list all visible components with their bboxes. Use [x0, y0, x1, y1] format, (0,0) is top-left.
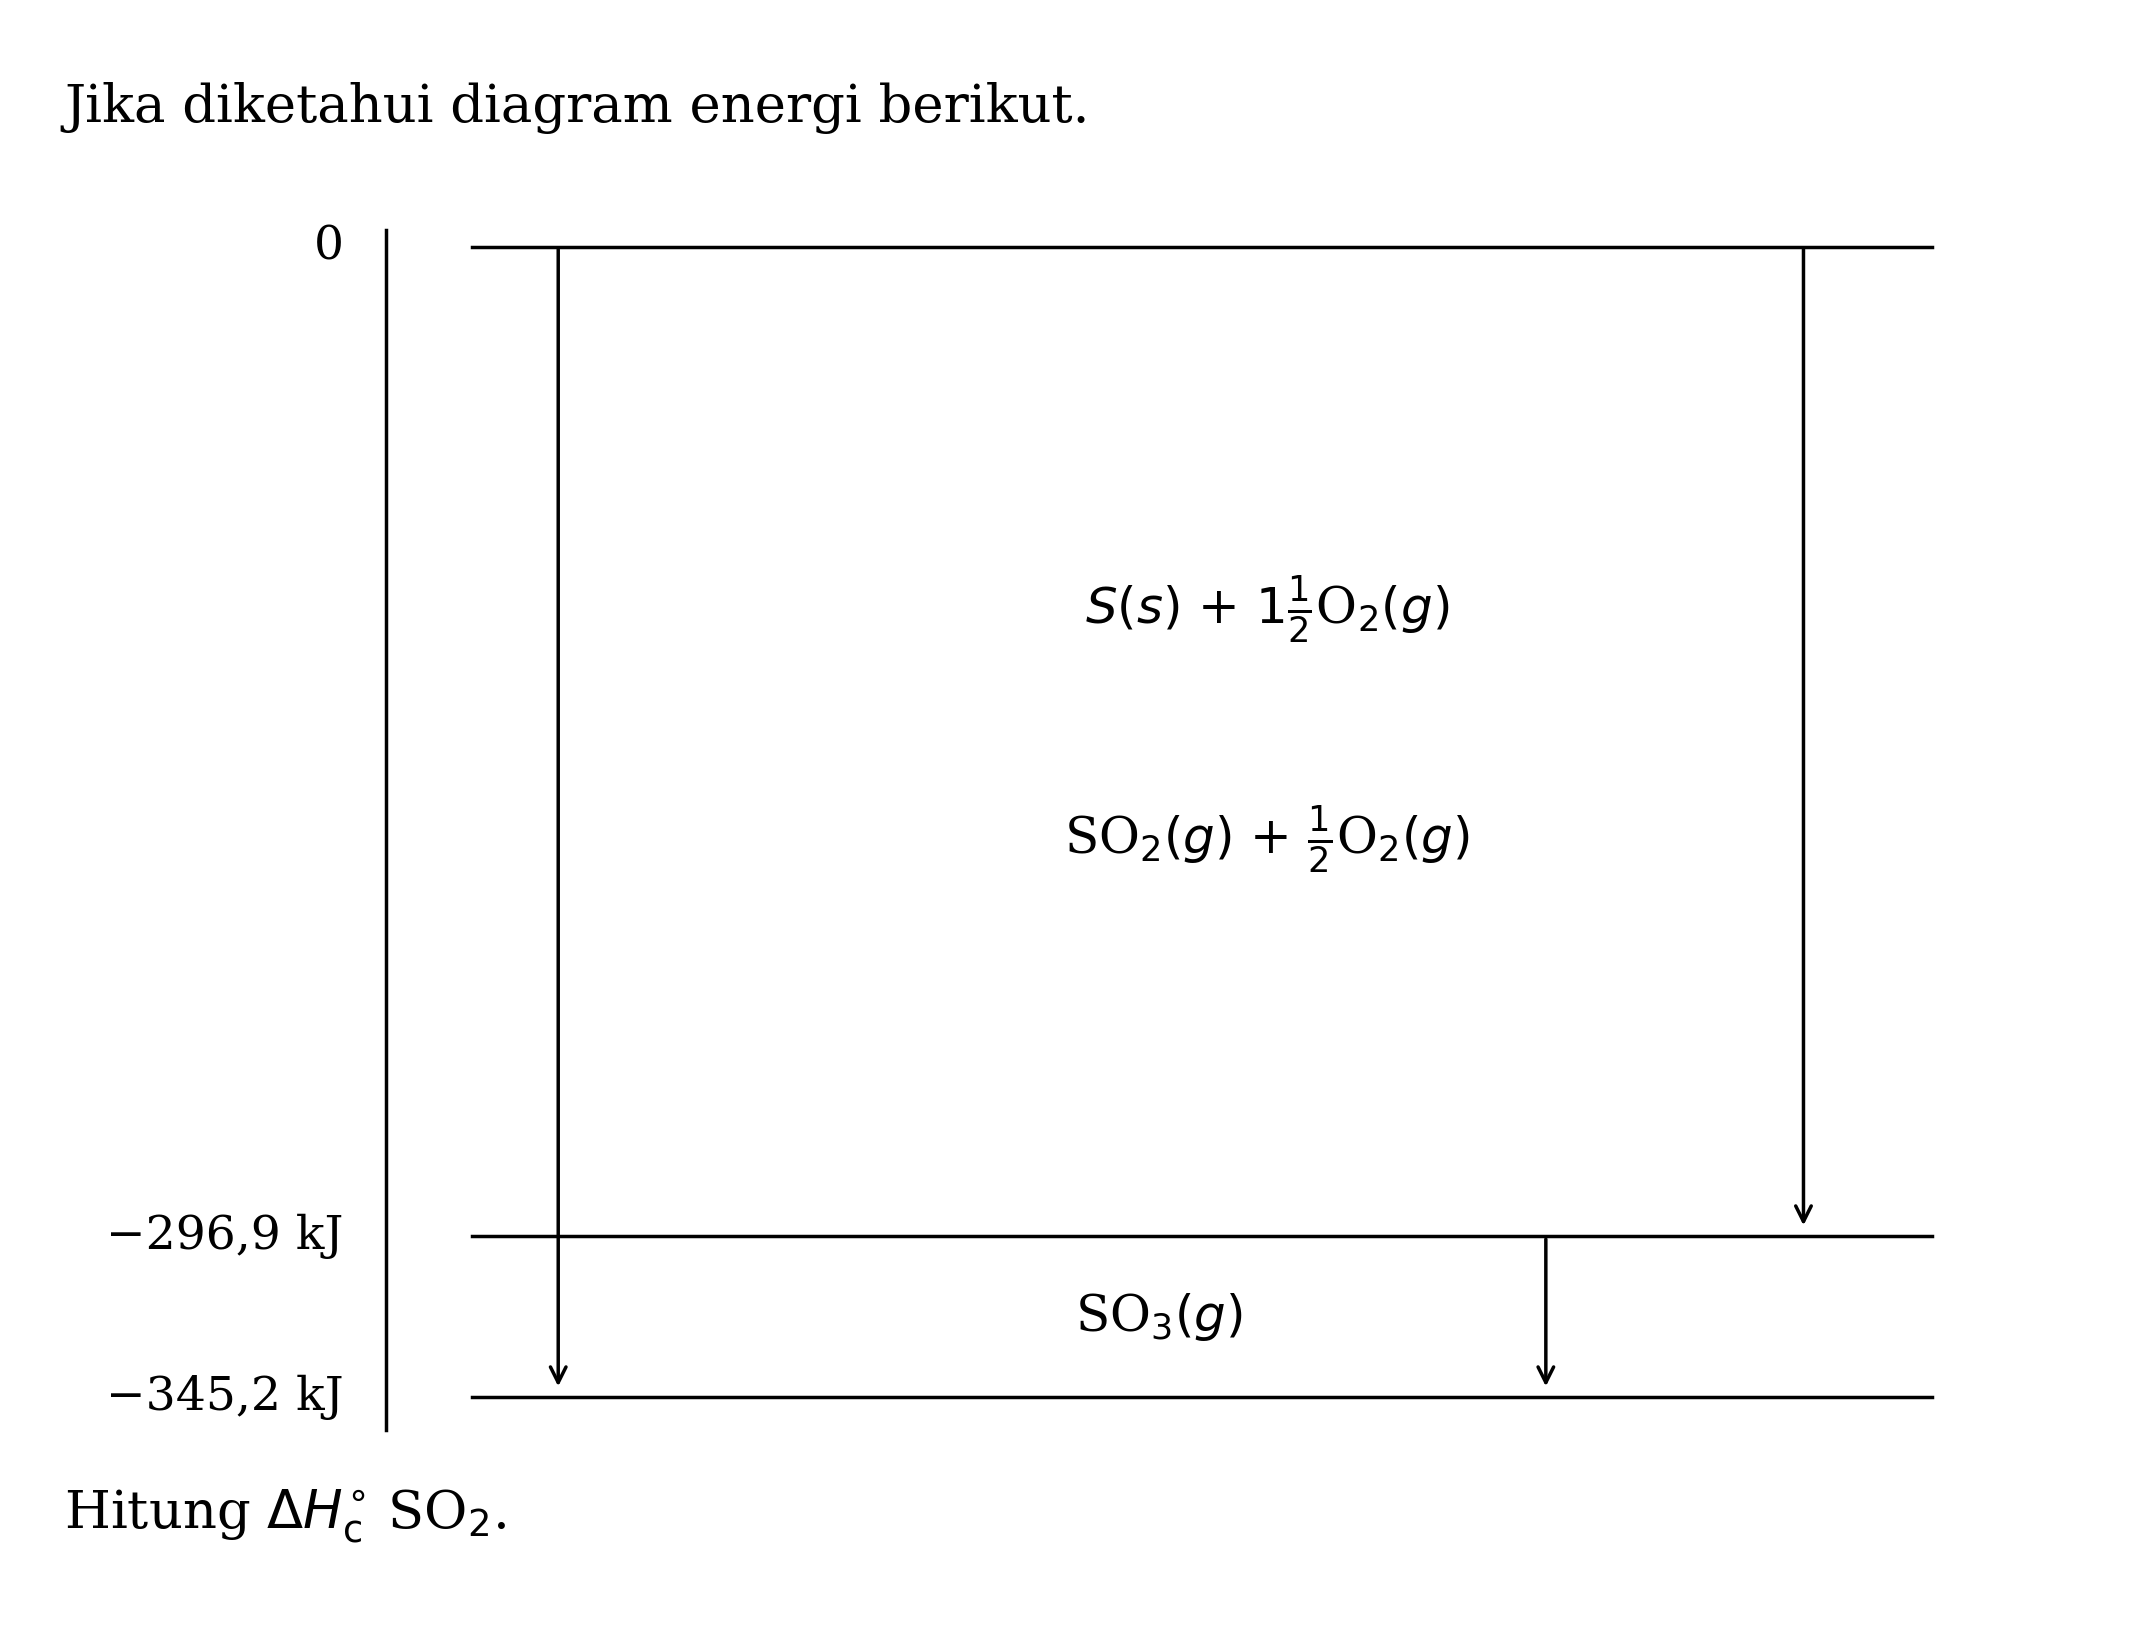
Text: Hitung $\Delta H_{\mathrm{c}}^{\circ}$ SO$_2$.: Hitung $\Delta H_{\mathrm{c}}^{\circ}$ S…	[64, 1488, 507, 1545]
Text: $S(s)$ + $1\frac{1}{2}$O$_2(g)$: $S(s)$ + $1\frac{1}{2}$O$_2(g)$	[1084, 574, 1449, 646]
Text: Jika diketahui diagram energi berikut.: Jika diketahui diagram energi berikut.	[64, 82, 1091, 135]
Text: 0: 0	[313, 224, 344, 270]
Text: SO$_3(g)$: SO$_3(g)$	[1076, 1291, 1243, 1343]
Text: −345,2 kJ: −345,2 kJ	[105, 1374, 344, 1420]
Text: SO$_2(g)$ + $\frac{1}{2}$O$_2(g)$: SO$_2(g)$ + $\frac{1}{2}$O$_2(g)$	[1063, 804, 1471, 876]
Text: −296,9 kJ: −296,9 kJ	[105, 1213, 344, 1259]
